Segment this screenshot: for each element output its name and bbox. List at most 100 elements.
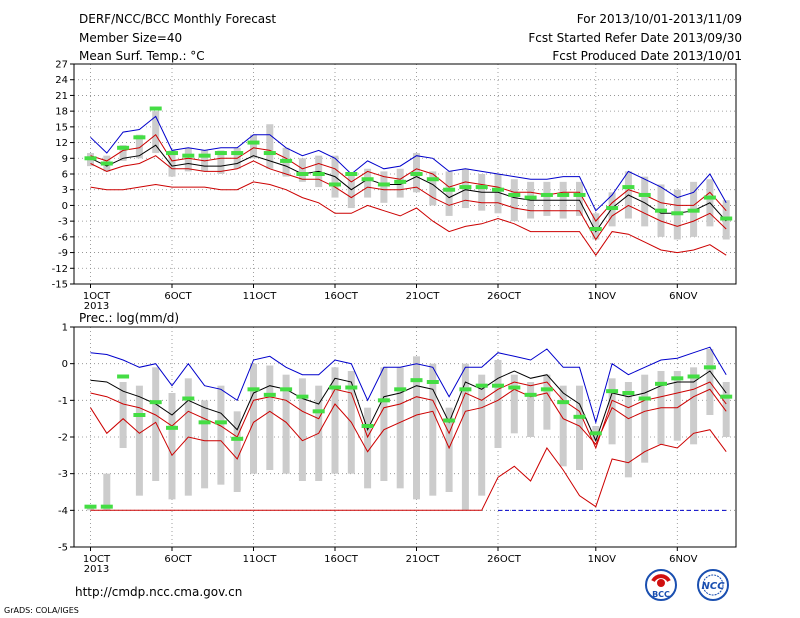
obs-marker — [655, 381, 667, 386]
obs-marker — [459, 387, 472, 392]
y-tick-label: 9 — [62, 154, 68, 165]
obs-marker — [377, 398, 390, 403]
obs-marker — [296, 172, 309, 176]
y-tick-label: -5 — [58, 543, 68, 554]
ensemble-box — [510, 374, 518, 434]
series-line-min — [90, 181, 727, 257]
grads-credit: GrADS: COLA/IGES — [4, 606, 79, 615]
obs-marker — [557, 192, 570, 197]
obs-marker — [247, 387, 260, 392]
ensemble-box — [380, 171, 388, 203]
ensemble-box — [494, 174, 502, 214]
ensemble-box — [641, 176, 649, 227]
ncc-logo-text: NCC — [701, 581, 725, 592]
ensemble-box — [527, 382, 535, 437]
obs-marker — [638, 192, 651, 197]
obs-marker — [345, 172, 358, 176]
ensemble-box — [266, 365, 274, 470]
obs-marker — [720, 216, 733, 221]
obs-marker — [589, 431, 602, 436]
bcc-logo: BCC — [645, 569, 677, 601]
y-tick-label: 12 — [55, 138, 68, 149]
series-line-max — [90, 115, 727, 212]
ensemble-box — [168, 393, 176, 500]
obs-marker — [84, 156, 97, 161]
x-tick-label: 21OCT — [406, 554, 441, 565]
ensemble-box — [673, 371, 681, 441]
obs-marker — [198, 420, 211, 425]
obs-marker — [655, 208, 667, 213]
ensemble-box — [641, 374, 649, 463]
ensemble-box — [298, 378, 306, 481]
ensemble-box — [347, 174, 355, 209]
x-tick-label: 6NOV — [669, 291, 698, 302]
y-tick-label: -1 — [58, 396, 68, 407]
obs-marker — [361, 424, 374, 428]
ensemble-box — [168, 150, 176, 177]
obs-marker — [280, 387, 293, 392]
obs-marker — [687, 208, 700, 213]
obs-marker — [573, 414, 586, 419]
obs-marker — [214, 151, 227, 156]
obs-marker — [149, 400, 162, 405]
ensemble-box — [559, 385, 567, 467]
ensemble-box — [87, 508, 94, 511]
obs-marker — [720, 394, 733, 399]
ensemble-box — [217, 385, 225, 485]
fcst-produced-date: Fcst Produced Date 2013/10/01 — [552, 49, 742, 63]
ensemble-box — [331, 367, 339, 474]
y-tick-label: -12 — [52, 264, 68, 275]
ensemble-box — [201, 400, 209, 489]
x-tick-label: 16OCT — [324, 291, 359, 302]
ensemble-box — [624, 382, 632, 478]
fcst-started-date: Fcst Started Refer Date 2013/09/30 — [528, 31, 742, 45]
obs-marker — [263, 151, 276, 156]
obs-marker — [540, 192, 553, 197]
y-tick-label: -15 — [52, 280, 68, 291]
y-tick-label: -2 — [58, 433, 68, 444]
obs-marker — [410, 378, 423, 383]
obs-marker — [671, 211, 684, 216]
obs-marker — [508, 192, 521, 197]
obs-marker — [638, 396, 651, 401]
x-tick-label: 11OCT — [243, 291, 278, 302]
obs-marker — [312, 172, 325, 176]
obs-marker — [426, 380, 439, 384]
y-tick-label: 0 — [62, 201, 68, 212]
forecast-range: For 2013/10/01-2013/11/09 — [576, 12, 742, 26]
ensemble-box — [364, 168, 372, 198]
obs-marker — [524, 392, 537, 397]
obs-marker — [475, 185, 488, 190]
y-tick-label: -3 — [58, 217, 68, 228]
x-tick-label: 21OCT — [406, 291, 441, 302]
ensemble-box — [543, 374, 551, 430]
ensemble-box — [478, 374, 486, 496]
ensemble-box — [119, 382, 127, 448]
bcc-logo-text: BCC — [652, 590, 670, 599]
x-tick-label: 6NOV — [669, 554, 698, 565]
ensemble-box — [217, 150, 225, 174]
y-tick-label: 27 — [55, 60, 68, 71]
series-line-lower — [90, 155, 727, 241]
obs-marker — [166, 151, 178, 156]
obs-marker — [214, 420, 227, 425]
obs-marker — [622, 185, 635, 190]
obs-marker — [687, 374, 700, 379]
x-tick-label: 1NOV — [588, 291, 617, 302]
obs-marker — [573, 192, 586, 197]
ncc-logo: NCC — [697, 569, 729, 601]
ensemble-box — [608, 378, 616, 445]
obs-marker — [524, 195, 537, 200]
obs-marker — [459, 185, 472, 190]
obs-marker — [394, 387, 407, 392]
ensemble-box — [510, 179, 518, 222]
obs-marker — [703, 195, 716, 200]
obs-marker — [557, 400, 570, 405]
x-year-label: 2013 — [84, 301, 109, 312]
variable-label: Mean Surf. Temp.: °C — [79, 49, 205, 63]
x-tick-label: 6OCT — [164, 291, 192, 302]
x-tick-label: 26OCT — [487, 291, 522, 302]
ensemble-box — [396, 367, 404, 489]
obs-marker — [492, 187, 504, 192]
